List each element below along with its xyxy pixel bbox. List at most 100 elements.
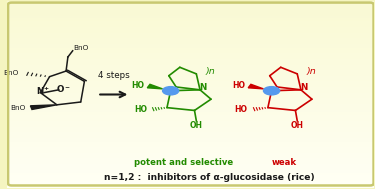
Bar [8, 139, 374, 141]
Bar [8, 87, 374, 89]
Text: potent and selective: potent and selective [134, 159, 233, 167]
Bar [8, 27, 374, 29]
Bar [8, 19, 374, 21]
Text: 4 steps: 4 steps [98, 71, 130, 80]
Bar [8, 181, 374, 183]
Text: N: N [200, 83, 207, 92]
Bar [8, 100, 374, 102]
Bar [8, 168, 374, 170]
Bar [8, 108, 374, 109]
Bar [8, 74, 374, 76]
Bar [8, 102, 374, 104]
Text: BnO: BnO [74, 45, 89, 51]
Text: HO: HO [232, 81, 245, 90]
Bar [8, 8, 374, 10]
Bar [8, 179, 374, 181]
Bar [8, 156, 374, 158]
Bar [8, 149, 374, 151]
Bar [8, 85, 374, 87]
Bar [8, 25, 374, 27]
Bar [8, 89, 374, 91]
Circle shape [163, 87, 179, 95]
Text: weak: weak [272, 159, 297, 167]
Bar [8, 23, 374, 25]
Bar [8, 6, 374, 8]
Bar [8, 55, 374, 57]
Bar [8, 166, 374, 168]
Text: OH: OH [190, 121, 203, 130]
Text: BnO: BnO [3, 70, 18, 76]
Polygon shape [248, 84, 264, 89]
Bar [8, 143, 374, 145]
Bar [8, 42, 374, 44]
Bar [8, 119, 374, 121]
Bar [8, 151, 374, 153]
Text: )n: )n [306, 67, 316, 77]
Bar [8, 136, 374, 138]
Bar [8, 1, 374, 3]
Bar [8, 53, 374, 55]
Bar [8, 44, 374, 46]
Bar [8, 5, 374, 6]
Bar [8, 132, 374, 134]
Text: BnO: BnO [10, 105, 26, 111]
Bar [8, 70, 374, 72]
Bar [8, 46, 374, 48]
Bar [8, 12, 374, 14]
Bar [8, 130, 374, 132]
Bar [8, 160, 374, 162]
Bar [8, 147, 374, 149]
Bar [8, 63, 374, 64]
Text: O: O [57, 85, 64, 94]
Bar [8, 171, 374, 173]
Bar [8, 29, 374, 31]
Bar [8, 80, 374, 81]
Bar [8, 126, 374, 128]
Polygon shape [30, 105, 57, 109]
Bar [8, 3, 374, 5]
Bar [8, 66, 374, 68]
Bar [8, 186, 374, 188]
Bar [8, 50, 374, 51]
Text: N: N [300, 83, 307, 92]
Bar [8, 138, 374, 139]
Bar [8, 109, 374, 111]
Bar [8, 162, 374, 164]
Bar [8, 170, 374, 171]
Bar [8, 91, 374, 93]
Circle shape [264, 87, 280, 95]
Bar [8, 177, 374, 179]
Bar [8, 164, 374, 166]
Bar [8, 183, 374, 184]
Bar [8, 173, 374, 175]
Bar [8, 21, 374, 23]
Bar [8, 76, 374, 78]
Bar [8, 34, 374, 36]
Bar [8, 113, 374, 115]
Text: HO: HO [134, 105, 147, 114]
Text: HO: HO [235, 105, 248, 114]
Bar [8, 158, 374, 160]
Bar [8, 141, 374, 143]
Bar [8, 64, 374, 66]
Polygon shape [147, 84, 163, 89]
Bar [8, 175, 374, 177]
Bar [8, 31, 374, 33]
Text: )n: )n [206, 67, 215, 77]
Bar [8, 123, 374, 125]
Bar [8, 61, 374, 63]
Bar [8, 81, 374, 83]
Bar [8, 68, 374, 70]
Bar [8, 48, 374, 50]
Bar [8, 40, 374, 42]
Bar [8, 111, 374, 113]
Text: N: N [36, 87, 43, 96]
Text: HO: HO [131, 81, 144, 90]
Text: −: − [64, 85, 69, 90]
Bar [8, 134, 374, 136]
Bar [8, 83, 374, 85]
Bar [8, 14, 374, 16]
Bar [8, 78, 374, 80]
Bar [8, 94, 374, 96]
Bar [8, 51, 374, 53]
